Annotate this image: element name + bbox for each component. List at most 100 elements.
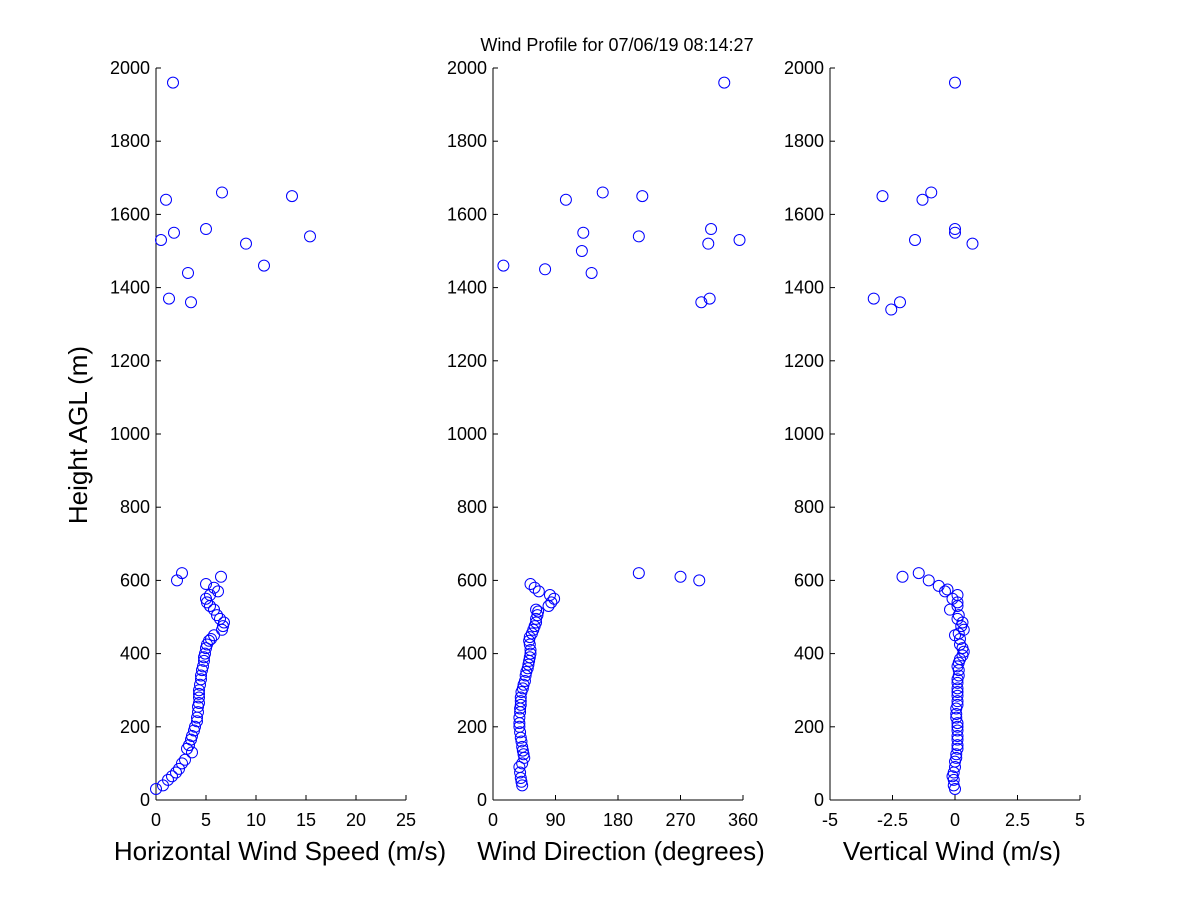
data-point-wind-direction [531,609,544,622]
data-point-horizontal-wind-speed [191,715,203,728]
figure-title: Wind Profile for 07/06/19 08:14:27 [480,35,753,55]
data-point-horizontal-wind-speed [200,578,212,591]
y-tick-label-horizontal-wind-speed: 1400 [110,278,150,298]
data-point-vertical-wind [966,237,979,250]
data-point-wind-direction [695,296,708,309]
y-tick-label-wind-direction: 2000 [447,58,487,78]
y-tick-label-wind-direction: 800 [457,497,487,517]
x-tick-label-horizontal-wind-speed: 5 [201,810,211,830]
data-point-wind-direction [543,589,556,602]
y-tick-label-horizontal-wind-speed: 1000 [110,424,150,444]
data-point-vertical-wind [916,193,929,206]
data-point-wind-direction [523,651,536,664]
x-tick-label-vertical-wind: 2.5 [1005,810,1030,830]
y-tick-label-horizontal-wind-speed: 1200 [110,351,150,371]
data-point-vertical-wind [949,223,961,236]
y-tick-label-horizontal-wind-speed: 1800 [110,131,150,151]
y-tick-label-wind-direction: 0 [477,790,487,810]
data-point-vertical-wind [932,579,945,592]
y-tick-label-wind-direction: 1200 [447,351,487,371]
data-point-vertical-wind [912,567,925,580]
data-point-horizontal-wind-speed [192,706,204,719]
data-point-vertical-wind [951,724,964,737]
data-point-horizontal-wind-speed [195,669,207,682]
data-point-wind-direction [575,245,588,257]
y-tick-label-vertical-wind: 1400 [784,278,824,298]
data-point-horizontal-wind-speed [185,296,197,309]
y-tick-label-vertical-wind: 2000 [784,58,824,78]
data-point-vertical-wind [951,729,964,742]
y-tick-label-wind-direction: 600 [457,570,487,590]
x-tick-label-vertical-wind: 5 [1075,810,1085,830]
data-point-vertical-wind [950,711,963,724]
y-tick-label-vertical-wind: 600 [794,570,824,590]
x-tick-label-horizontal-wind-speed: 20 [346,810,366,830]
data-point-vertical-wind [951,698,964,711]
x-tick-label-vertical-wind: -5 [822,810,838,830]
data-point-wind-direction [539,263,552,276]
data-point-wind-direction [523,634,536,647]
data-point-wind-direction [632,567,645,580]
data-point-wind-direction [548,592,561,605]
data-point-horizontal-wind-speed [173,762,185,775]
data-point-vertical-wind [867,292,880,305]
data-point-horizontal-wind-speed [208,581,220,594]
y-tick-label-wind-direction: 1800 [447,131,487,151]
data-point-horizontal-wind-speed [214,612,226,625]
y-tick-label-horizontal-wind-speed: 600 [120,570,150,590]
data-point-wind-direction [513,761,526,774]
data-point-vertical-wind [894,296,906,309]
data-point-vertical-wind [949,76,961,89]
data-point-vertical-wind [950,748,963,761]
data-point-horizontal-wind-speed [182,266,194,279]
x-axis-label-horizontal-wind-speed: Horizontal Wind Speed (m/s) [114,836,446,866]
data-point-vertical-wind [951,739,964,752]
data-point-wind-direction [596,186,609,199]
data-point-vertical-wind [941,583,954,596]
data-point-wind-direction [516,744,529,757]
y-axis-label: Height AGL (m) [63,346,93,524]
data-point-horizontal-wind-speed [186,729,198,742]
data-point-wind-direction [693,574,706,587]
data-point-vertical-wind [950,707,963,720]
x-tick-label-wind-direction: 90 [545,810,565,830]
data-point-wind-direction [705,223,718,236]
data-point-horizontal-wind-speed [163,292,175,305]
data-point-horizontal-wind-speed [286,190,298,203]
data-point-horizontal-wind-speed [200,223,212,236]
y-tick-label-vertical-wind: 200 [794,717,824,737]
y-tick-label-vertical-wind: 400 [794,644,824,664]
y-tick-label-wind-direction: 200 [457,717,487,737]
data-point-wind-direction [524,647,537,660]
data-point-wind-direction [497,259,510,272]
x-tick-label-vertical-wind: 0 [950,810,960,830]
data-point-horizontal-wind-speed [216,186,228,199]
data-point-vertical-wind [956,642,969,655]
data-point-vertical-wind [951,689,964,702]
data-point-wind-direction [516,779,529,792]
data-point-horizontal-wind-speed [197,660,209,673]
data-point-vertical-wind [951,682,964,695]
y-tick-label-horizontal-wind-speed: 1600 [110,204,150,224]
data-point-vertical-wind [944,603,956,616]
data-point-horizontal-wind-speed [218,616,230,629]
data-point-vertical-wind [947,779,960,792]
data-point-wind-direction [513,720,526,733]
x-tick-label-horizontal-wind-speed: 15 [296,810,316,830]
x-tick-label-wind-direction: 180 [603,810,633,830]
data-point-wind-direction [515,735,528,748]
data-point-wind-direction [636,190,649,203]
data-point-wind-direction [517,748,530,761]
data-point-vertical-wind [951,686,964,699]
data-point-wind-direction [559,193,572,206]
y-tick-label-wind-direction: 400 [457,644,487,664]
y-tick-label-horizontal-wind-speed: 400 [120,644,150,664]
data-point-horizontal-wind-speed [167,76,179,89]
data-point-horizontal-wind-speed [183,739,195,752]
x-tick-label-wind-direction: 0 [488,810,498,830]
data-point-horizontal-wind-speed [189,720,201,733]
data-point-horizontal-wind-speed [258,259,270,272]
x-tick-label-horizontal-wind-speed: 10 [246,810,266,830]
data-point-wind-direction [513,711,526,724]
